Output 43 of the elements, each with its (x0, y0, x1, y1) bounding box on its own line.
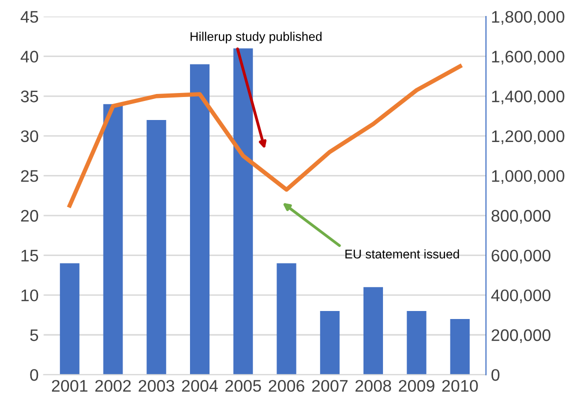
y2-tick-label: 1,800,000 (492, 10, 564, 25)
x-tick-label: 2004 (182, 380, 218, 392)
x-tick-label: 2007 (312, 380, 348, 392)
y2-tick-label: 1,400,000 (492, 90, 564, 104)
bar (320, 311, 340, 375)
y-tick-label: 5 (30, 329, 38, 342)
y2-tick-label: 600,000 (492, 250, 550, 264)
bar (450, 318, 470, 375)
y2-tick-label: 1,200,000 (492, 130, 564, 144)
y2-tick-label: 0 (491, 369, 500, 381)
x-tick-label: 2002 (95, 380, 131, 392)
y2-tick-label: 400,000 (491, 289, 550, 304)
y2-tick-label: 800,000 (492, 210, 550, 224)
y-tick-label: 0 (30, 369, 38, 381)
x-tick-label: 2010 (442, 380, 478, 392)
x-tick-label: 2001 (52, 380, 88, 392)
line-series (68, 64, 462, 208)
y-tick-label: 15 (22, 250, 38, 262)
bar (190, 64, 210, 375)
x-tick-label: 2009 (398, 380, 434, 392)
y2-tick-label: 1,600,000 (492, 50, 564, 65)
y-tick-label: 40 (20, 50, 38, 63)
bar (406, 311, 426, 375)
y-tick-label: 10 (22, 289, 38, 302)
x-tick-label: 2006 (268, 380, 304, 392)
x-tick-label: 2003 (138, 380, 174, 392)
bar (233, 48, 253, 375)
bar (363, 287, 383, 375)
annotation: EU statement issued (345, 249, 459, 259)
y-tick-label: 30 (20, 130, 38, 142)
x-tick-label: 2008 (356, 380, 392, 392)
y-tick-label: 35 (20, 90, 38, 102)
annotation: Hillerup study published (190, 32, 322, 44)
bar (103, 104, 123, 375)
bar (60, 263, 80, 375)
x-tick-label: 2005 (225, 380, 261, 392)
y-tick-label: 45 (20, 11, 38, 23)
y-tick-label: 25 (21, 170, 38, 182)
bar (276, 263, 296, 375)
y2-tick-label: 1,000,000 (492, 170, 564, 184)
y2-tick-label: 200,000 (492, 329, 550, 344)
y-tick-label: 20 (21, 210, 38, 222)
bar (146, 120, 166, 375)
